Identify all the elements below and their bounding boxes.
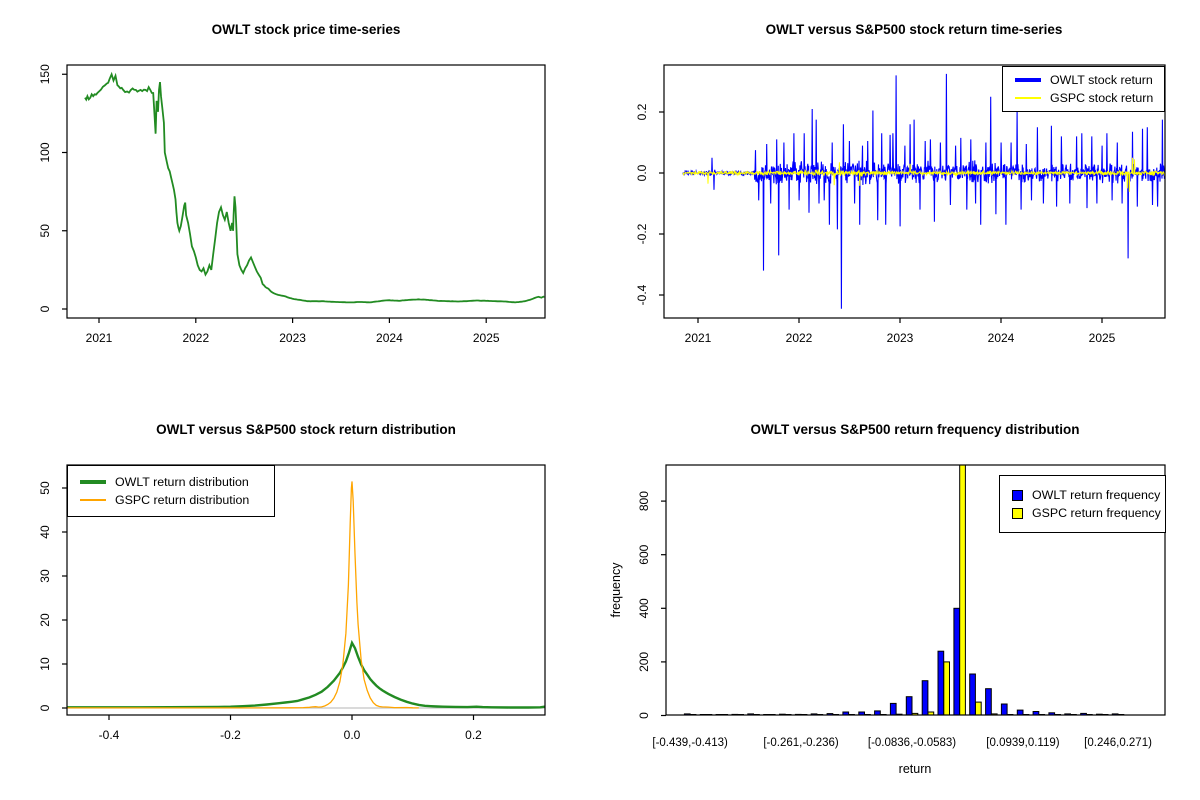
svg-text:[-0.261,-0.236): [-0.261,-0.236) <box>763 737 839 749</box>
svg-text:10: 10 <box>38 657 52 671</box>
svg-text:2024: 2024 <box>988 331 1015 345</box>
price-chart-svg: 2021 2022 2023 2024 2025 0 50 100 150 <box>38 64 546 345</box>
frequency-legend: OWLT return frequency GSPC return freque… <box>999 475 1166 533</box>
svg-text:2023: 2023 <box>279 331 306 345</box>
svg-text:20: 20 <box>38 613 52 627</box>
legend-label: OWLT return distribution <box>115 475 249 489</box>
svg-text:0.2: 0.2 <box>635 103 649 120</box>
svg-text:[-0.439,-0.413): [-0.439,-0.413) <box>652 737 728 749</box>
frequency-chart-svg: [-0.439,-0.413) [-0.261,-0.236) [-0.0836,-… <box>637 464 1166 749</box>
legend-item-owlt-frequency: OWLT return frequency <box>1012 488 1161 502</box>
legend-label: OWLT stock return <box>1050 73 1153 87</box>
density-legend: OWLT return distribution GSPC return dis… <box>67 465 275 517</box>
svg-text:[0.246,0.271): [0.246,0.271) <box>1084 737 1152 749</box>
svg-text:0: 0 <box>637 712 651 719</box>
legend-label: GSPC return frequency <box>1032 506 1161 520</box>
svg-text:50: 50 <box>38 224 52 238</box>
svg-text:-0.4: -0.4 <box>99 728 120 742</box>
svg-text:400: 400 <box>637 598 651 618</box>
density-chart-panel: OWLT versus S&P500 stock return distribu… <box>0 400 600 800</box>
owlt-density-line-swatch <box>80 480 106 484</box>
svg-text:0.0: 0.0 <box>344 728 361 742</box>
price-chart-panel: OWLT stock price time-series 2021 2022 202… <box>0 0 600 400</box>
svg-text:100: 100 <box>38 142 52 162</box>
return-x-axis-label: return <box>898 762 932 776</box>
svg-text:2024: 2024 <box>376 331 403 345</box>
owlt-return-line-swatch <box>1015 78 1041 82</box>
returns-chart-panel: OWLT versus S&P500 stock return time-ser… <box>600 0 1200 400</box>
svg-text:-0.2: -0.2 <box>220 728 241 742</box>
svg-text:800: 800 <box>637 491 651 511</box>
owlt-frequency-square-swatch <box>1012 489 1023 501</box>
frequency-chart-panel: OWLT versus S&P500 return frequency dist… <box>600 400 1200 800</box>
legend-item-gspc-return: GSPC stock return <box>1015 91 1158 105</box>
svg-text:40: 40 <box>38 525 52 539</box>
returns-chart-svg: 2021 2022 2023 2024 2025 -0.4 -0.2 0.0 0.2 <box>635 64 1166 345</box>
legend-item-gspc-frequency: GSPC return frequency <box>1012 506 1161 520</box>
svg-text:0.0: 0.0 <box>635 164 649 181</box>
legend-item-owlt-density: OWLT return distribution <box>80 475 268 489</box>
svg-text:0: 0 <box>38 305 52 312</box>
svg-text:2021: 2021 <box>685 331 712 345</box>
svg-text:2022: 2022 <box>182 331 209 345</box>
gspc-return-line-swatch <box>1015 97 1041 99</box>
svg-text:2023: 2023 <box>887 331 914 345</box>
svg-text:600: 600 <box>637 544 651 564</box>
gspc-density-line-swatch <box>80 499 106 501</box>
density-chart-svg: -0.4 -0.2 0.0 0.2 0 10 20 30 40 50 <box>38 464 546 742</box>
price-chart-title: OWLT stock price time-series <box>211 22 401 37</box>
svg-text:2025: 2025 <box>1089 331 1116 345</box>
legend-label: OWLT return frequency <box>1032 488 1161 502</box>
legend-label: GSPC return distribution <box>115 493 250 507</box>
svg-text:2021: 2021 <box>86 331 113 345</box>
svg-text:[0.0939,0.119): [0.0939,0.119) <box>986 737 1059 749</box>
svg-text:50: 50 <box>38 481 52 495</box>
legend-item-gspc-density: GSPC return distribution <box>80 493 268 507</box>
density-chart-title: OWLT versus S&P500 stock return distribu… <box>156 422 456 437</box>
svg-text:[-0.0836,-0.0583): [-0.0836,-0.0583) <box>868 737 956 749</box>
returns-legend: OWLT stock return GSPC stock return <box>1002 66 1165 112</box>
legend-label: GSPC stock return <box>1050 91 1154 105</box>
svg-text:30: 30 <box>38 569 52 583</box>
legend-item-owlt-return: OWLT stock return <box>1015 73 1158 87</box>
returns-chart-title: OWLT versus S&P500 stock return time-ser… <box>765 22 1063 37</box>
svg-text:0: 0 <box>38 704 52 711</box>
svg-text:0.2: 0.2 <box>465 728 482 742</box>
svg-text:-0.4: -0.4 <box>635 284 649 305</box>
frequency-y-axis-label: frequency <box>609 562 623 618</box>
svg-text:-0.2: -0.2 <box>635 223 649 244</box>
svg-text:2025: 2025 <box>473 331 500 345</box>
svg-text:150: 150 <box>38 64 52 84</box>
svg-text:2022: 2022 <box>786 331 813 345</box>
svg-text:200: 200 <box>637 652 651 672</box>
gspc-frequency-square-swatch <box>1012 507 1023 519</box>
frequency-chart-title: OWLT versus S&P500 return frequency dist… <box>750 422 1080 437</box>
